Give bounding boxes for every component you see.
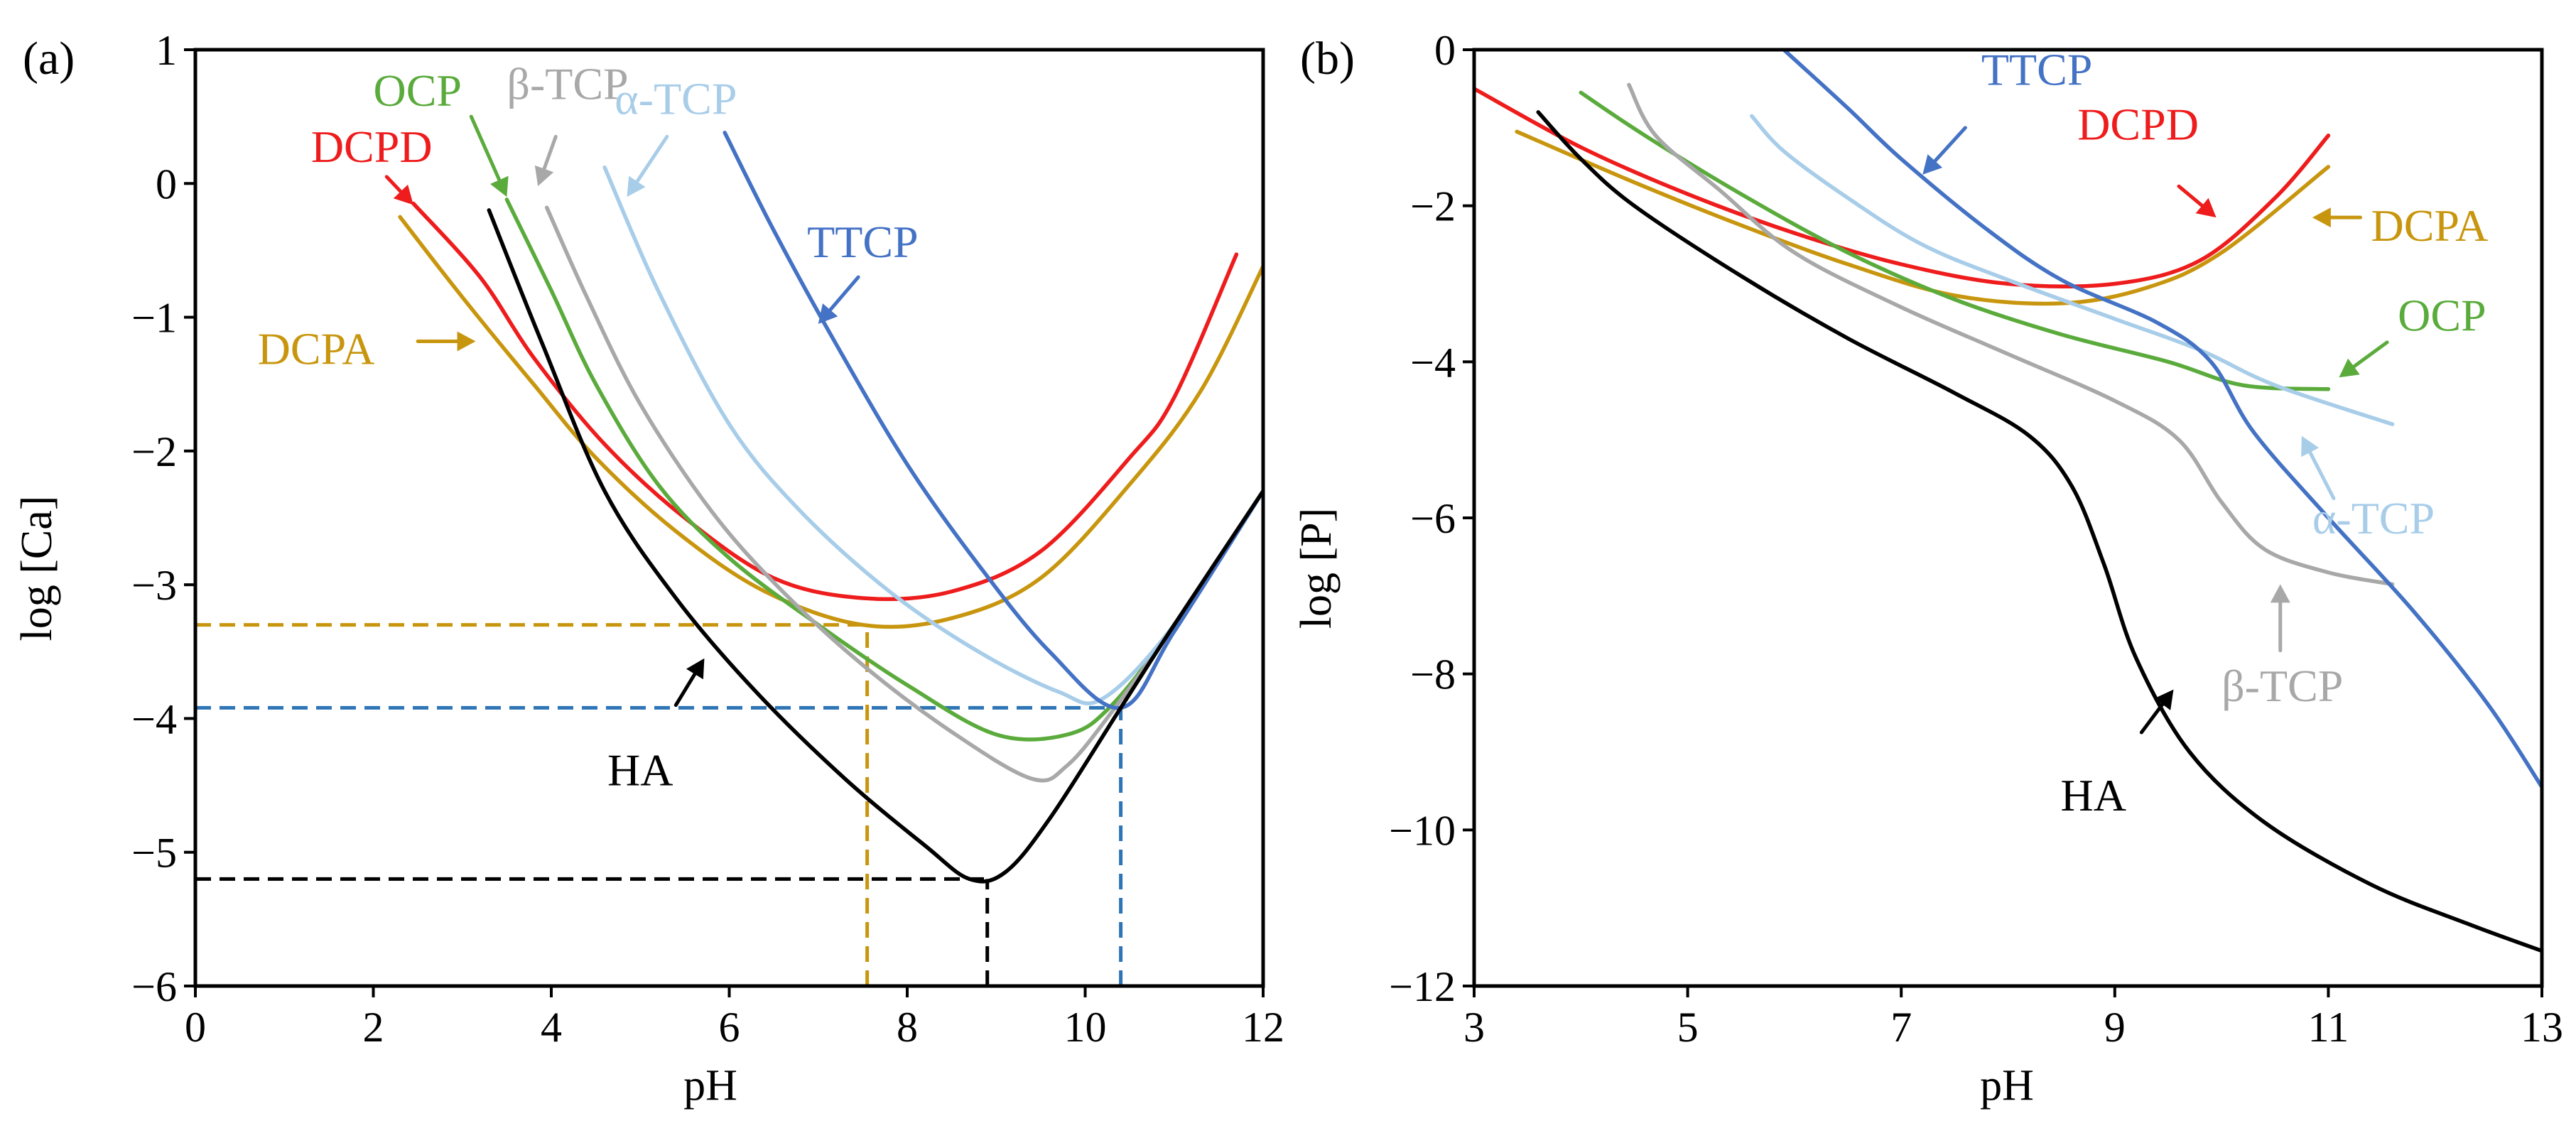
panel-a-series-ha (487, 208, 1263, 884)
panel-a-series-beta-tcp (544, 205, 1263, 783)
panel-b-arrowhead-beta-tcp (2270, 584, 2290, 603)
panel-b-label-ha: HA (2061, 770, 2126, 820)
panel-b-xtick-label-4: 11 (2308, 1004, 2349, 1051)
panel-a-label-dcpa: DCPA (258, 323, 375, 374)
panel-b-series-dcpa (1515, 129, 2331, 306)
panel-b-label-alpha-tcp: α-TCP (2312, 493, 2435, 543)
panel-b-series-ttcp (1782, 50, 2542, 789)
panel-a-arrowhead-dcpa (457, 331, 476, 352)
panel-b-label-ttcp: TTCP (1981, 44, 2092, 94)
panel-a-arrowhead-beta-tcp (534, 165, 554, 187)
panel-b-arrowhead-dcpa (2312, 207, 2331, 228)
panel-a-label-alpha-tcp: α-TCP (615, 73, 737, 124)
panel-a-arrow-ttcp (828, 275, 860, 312)
panel-a-series-dcpd (411, 201, 1239, 602)
panel-b-label-ocp: OCP (2398, 290, 2486, 340)
panel-a-xtick-label-5: 10 (1064, 1004, 1107, 1051)
panel-a-xtick-label-3: 6 (719, 1004, 740, 1051)
panel-a-xtick-label-1: 2 (363, 1004, 384, 1051)
panel-a-ylabel: log [Ca] (13, 496, 61, 641)
panel-a-xtick-label-4: 8 (897, 1004, 918, 1051)
panel-a: (a) pH log [Ca] 0 2 4 6 8 10 12 −6 −5 −4 −3 −2 −1 0 1 D… (13, 27, 1284, 1110)
panel-a-ytick-label-7: 1 (156, 27, 177, 74)
panel-a-xtick-label-6: 12 (1242, 1004, 1284, 1051)
panel-a-ytick-label-4: −2 (131, 428, 177, 475)
panel-b-arrowhead-ttcp (1922, 154, 1943, 175)
panel-b-label-beta-tcp: β-TCP (2221, 661, 2343, 711)
panel-a-xlabel: pH (683, 1061, 737, 1110)
panel-a-arrow-ha (673, 672, 697, 708)
panel-a-label-ocp: OCP (374, 65, 462, 116)
panel-a-label: (a) (23, 33, 75, 85)
panel-a-ytick-label-2: −4 (131, 695, 177, 742)
panel-b: (b) pH log [P] 3 5 7 9 11 13 −12 −10 −8 −6 −4 −2 0 TT… (1292, 27, 2563, 1110)
panel-a-label-dcpd: DCPD (311, 121, 433, 172)
panel-a-arrowhead-alpha-tcp (627, 175, 646, 197)
panel-b-series-alpha-tcp (1750, 114, 2395, 426)
panel-b-arrow-ocp (2352, 340, 2389, 369)
panel-b-ytick-label-0: −12 (1389, 963, 1456, 1010)
panel-a-ytick-label-3: −3 (131, 562, 177, 609)
panel-b-ylabel: log [P] (1292, 508, 1341, 629)
panel-b-arrowhead-dcpd (2195, 197, 2217, 218)
panel-b-xtick-label-5: 13 (2521, 1004, 2563, 1051)
panel-a-xtick-label-0: 0 (185, 1004, 206, 1051)
panel-b-arrow-dcpd (2177, 184, 2204, 207)
panel-b-ytick-label-3: −6 (1410, 495, 1456, 542)
panel-a-ytick-label-0: −6 (131, 963, 177, 1010)
panel-b-arrowhead-ocp (2339, 358, 2360, 378)
panel-b-arrowhead-alpha-tcp (2301, 435, 2320, 457)
panel-a-ytick-label-1: −5 (131, 830, 177, 877)
panel-b-label-dcpd: DCPD (2077, 99, 2199, 149)
panel-b-arrow-alpha-tcp (2308, 450, 2336, 501)
panel-b-arrow-ha (2139, 702, 2165, 735)
panel-b-xlabel: pH (1980, 1061, 2034, 1110)
panel-a-arrowhead-ocp (490, 175, 509, 197)
panel-b-series-dcpd (1474, 87, 2331, 289)
panel-a-arrow-dcpd (384, 175, 403, 194)
panel-a-arrow-alpha-tcp (635, 134, 669, 183)
panel-a-ytick-label-6: 0 (156, 161, 177, 207)
panel-b-label-dcpa: DCPA (2371, 200, 2489, 251)
panel-a-label-ttcp: TTCP (807, 217, 918, 267)
panel-b-ytick-label-4: −4 (1410, 339, 1456, 386)
panel-b-arrowhead-ha (2154, 689, 2174, 710)
panel-a-series-ttcp (723, 130, 1263, 710)
panel-b-series-ha (1536, 110, 2542, 953)
panel-b-series-beta-tcp (1627, 82, 2395, 587)
panel-a-arrowhead-ttcp (818, 303, 838, 324)
panel-a-series-dcpa (398, 215, 1263, 629)
panel-b-xtick-label-3: 9 (2104, 1004, 2126, 1051)
panel-a-plot-area (195, 130, 1263, 986)
panel-b-ytick-label-2: −8 (1410, 651, 1456, 698)
panel-b-plot-area (1474, 50, 2542, 953)
panel-b-ytick-label-1: −10 (1389, 807, 1456, 854)
panel-b-label: (b) (1300, 33, 1355, 85)
panel-b-ytick-label-5: −2 (1410, 183, 1456, 230)
panel-a-label-beta-tcp: β-TCP (507, 59, 628, 109)
panel-b-ytick-label-6: 0 (1434, 27, 1456, 74)
panel-a-arrow-beta-tcp (542, 134, 558, 171)
panel-a-label-ha: HA (607, 745, 673, 796)
panel-a-arrow-ocp (469, 114, 502, 182)
panel-b-xtick-label-1: 5 (1677, 1004, 1699, 1051)
panel-a-arrowhead-ha (686, 658, 705, 680)
panel-a-series-alpha-tcp (602, 165, 1263, 705)
panel-a-xtick-label-2: 4 (541, 1004, 562, 1051)
panel-b-xtick-label-2: 7 (1890, 1004, 1912, 1051)
panel-a-arrowhead-dcpd (393, 184, 413, 205)
panel-b-arrow-ttcp (1933, 126, 1967, 163)
panel-b-xtick-label-0: 3 (1463, 1004, 1485, 1051)
panel-a-ytick-label-5: −1 (131, 295, 177, 342)
